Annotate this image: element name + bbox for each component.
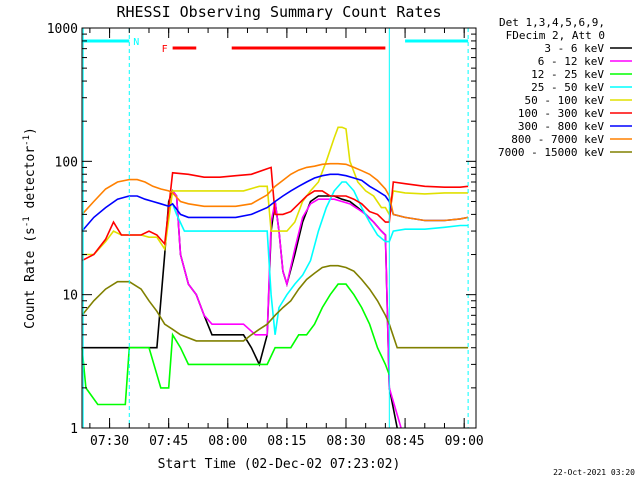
- legend-header-line: FDecim 2, Att 0: [506, 29, 605, 42]
- legend-entry-label: 12 - 25 keV: [531, 68, 604, 81]
- legend-entry-label: 25 - 50 keV: [531, 81, 604, 94]
- legend-entry-label: 3 - 6 keV: [544, 42, 604, 55]
- x-tick-label: 08:45: [386, 434, 425, 449]
- series-line-100-300-kev: [81, 166, 469, 262]
- legend-header-line: Det 1,3,4,5,6,9,: [499, 16, 605, 29]
- legend-entry-label: 100 - 300 keV: [518, 107, 604, 120]
- series-layer: [81, 126, 469, 429]
- series-line-300-800-kev: [81, 173, 469, 232]
- x-axis: 07:30 07:45 08:00 08:15 08:30 08:45 09:00: [89, 28, 484, 449]
- y-axis: 1 10 100 1000: [47, 22, 476, 437]
- legend-entry-label: 800 - 7000 keV: [511, 133, 604, 146]
- series-line-25-50-kev: [171, 181, 469, 335]
- legend-entry-label: 300 - 800 keV: [518, 120, 604, 133]
- x-axis-label: Start Time (02-Dec-02 07:23:02): [158, 457, 401, 472]
- y-axis-label-mid: detector: [23, 146, 38, 217]
- series-line-12-25-kev: [81, 283, 391, 406]
- series-line-7000-15000-kev: [81, 264, 469, 349]
- legend-entry-label: 7000 - 15000 keV: [498, 146, 604, 159]
- legend-entry-label: 50 - 100 keV: [525, 94, 605, 107]
- x-tick-label: 07:30: [90, 434, 129, 449]
- flare-label: F: [162, 44, 168, 55]
- legend: Det 1,3,4,5,6,9,FDecim 2, Att 03 - 6 keV…: [498, 16, 632, 159]
- y-axis-label-sup2: -1: [22, 135, 32, 146]
- y-axis-label-main: Count Rate (s: [23, 227, 38, 329]
- footer-date: 22-Oct-2021 03:20: [553, 468, 635, 477]
- y-axis-label: Count Rate (s-1 detector-1): [22, 127, 38, 329]
- legend-entry-label: 6 - 12 keV: [538, 55, 605, 68]
- y-tick-label: 1: [70, 422, 78, 437]
- chart-title: RHESSI Observing Summary Count Rates: [116, 3, 441, 21]
- y-tick-label: 10: [62, 289, 78, 304]
- x-tick-label: 08:15: [267, 434, 306, 449]
- series-line-800-7000-kev: [81, 162, 469, 222]
- x-tick-label: 07:45: [149, 434, 188, 449]
- y-tick-label: 1000: [47, 22, 78, 37]
- series-line-6-12-kev: [171, 190, 402, 429]
- x-tick-label: 09:00: [445, 434, 484, 449]
- series-line-50-100-kev: [82, 126, 469, 256]
- plot-frame: [81, 27, 477, 429]
- night-label: N: [133, 37, 139, 48]
- x-tick-label: 08:30: [326, 434, 365, 449]
- annotation-layer: NF: [82, 28, 469, 428]
- y-tick-label: 100: [55, 155, 78, 170]
- y-axis-label-end: ): [23, 127, 38, 135]
- y-axis-label-sup1: -1: [22, 216, 32, 227]
- x-tick-label: 08:00: [208, 434, 247, 449]
